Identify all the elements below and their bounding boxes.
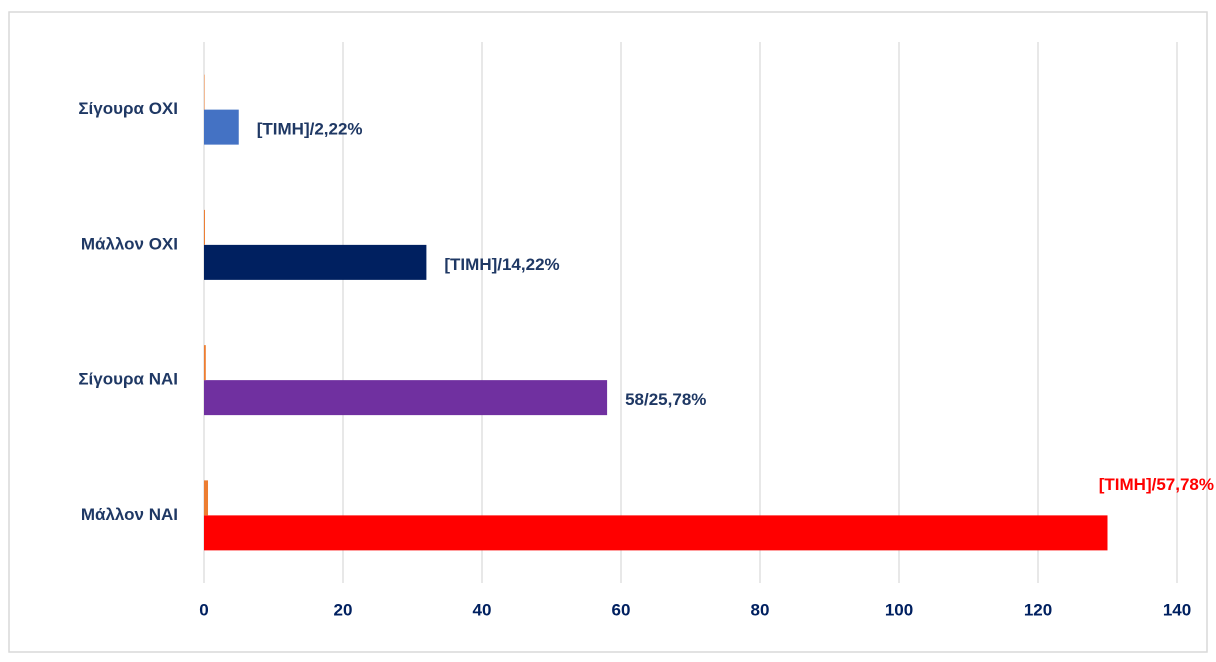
y-tick-label: Σίγουρα ΝΑΙ xyxy=(78,370,178,389)
x-tick-label: 20 xyxy=(334,600,353,619)
data-label: [ΤΙΜΗ]/57,78% xyxy=(1099,475,1214,494)
bar xyxy=(204,480,209,516)
bar xyxy=(204,515,1108,551)
data-label: [ΤΙΜΗ]/14,22% xyxy=(444,255,559,274)
bar xyxy=(204,74,205,110)
x-tick-label: 100 xyxy=(885,600,913,619)
bar xyxy=(204,345,206,381)
x-tick-label: 80 xyxy=(751,600,770,619)
data-label: 58/25,78% xyxy=(625,390,706,409)
x-tick-label: 140 xyxy=(1163,600,1191,619)
x-tick-label: 60 xyxy=(612,600,631,619)
x-tick-label: 0 xyxy=(199,600,208,619)
bar xyxy=(204,244,427,280)
y-tick-label: Μάλλον ΝΑΙ xyxy=(81,505,178,524)
bar xyxy=(204,380,608,416)
x-tick-label: 40 xyxy=(473,600,492,619)
data-label: [ΤΙΜΗ]/2,22% xyxy=(257,120,363,139)
chart-border xyxy=(8,11,1208,653)
bar xyxy=(204,209,205,245)
x-tick-label: 120 xyxy=(1024,600,1052,619)
bar xyxy=(204,109,239,145)
y-tick-label: Μάλλον ΟΧΙ xyxy=(81,234,178,253)
y-tick-label: Σίγουρα ΟΧΙ xyxy=(78,99,178,118)
